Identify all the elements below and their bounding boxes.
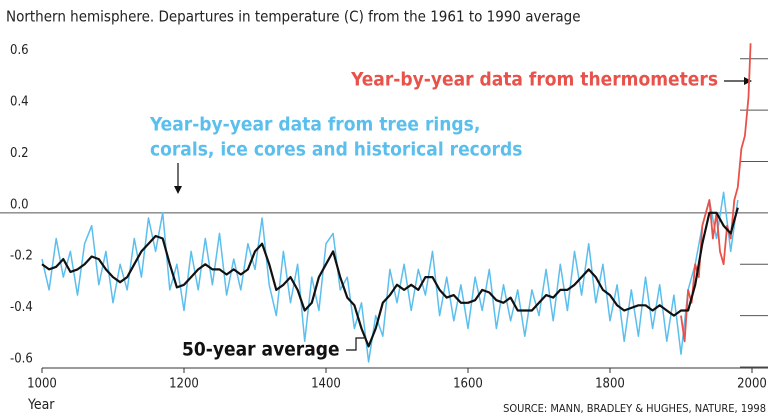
y-tick-label: -0.4 bbox=[10, 300, 33, 315]
series-line bbox=[41, 191, 739, 363]
y-tick-label: 0.6 bbox=[10, 43, 29, 58]
x-tick-label: 1400 bbox=[311, 377, 341, 392]
y-tick-label: 0.0 bbox=[10, 197, 29, 212]
x-tick-label: 1600 bbox=[453, 377, 483, 392]
source: SOURCE: MANN, BRADLEY & HUGHES, NATURE, … bbox=[503, 402, 766, 415]
pointer bbox=[346, 337, 364, 351]
series-line bbox=[41, 207, 739, 348]
series-label: 50-year average bbox=[182, 339, 340, 361]
series-label: Year-by-year data from thermometers bbox=[350, 69, 718, 91]
x-tick-label: 2000 bbox=[737, 377, 767, 392]
y-tick-label: 0.4 bbox=[10, 95, 29, 110]
arrow-head bbox=[174, 186, 182, 194]
series-label: Year-by-year data from tree rings, bbox=[149, 114, 480, 136]
y-tick-label: -0.6 bbox=[10, 352, 33, 367]
x-tick-label: 1200 bbox=[169, 377, 199, 392]
y-tick-label: 0.2 bbox=[10, 146, 29, 161]
x-tick-label: 1000 bbox=[27, 377, 57, 392]
x-tick-label: 1800 bbox=[595, 377, 625, 392]
y-tick-label: -0.2 bbox=[10, 249, 33, 264]
series-label: corals, ice cores and historical records bbox=[150, 139, 522, 161]
arrow-head bbox=[744, 77, 752, 85]
chart-title: Northern hemisphere. Departures in tempe… bbox=[6, 8, 581, 26]
x-axis-label: Year bbox=[27, 397, 55, 413]
